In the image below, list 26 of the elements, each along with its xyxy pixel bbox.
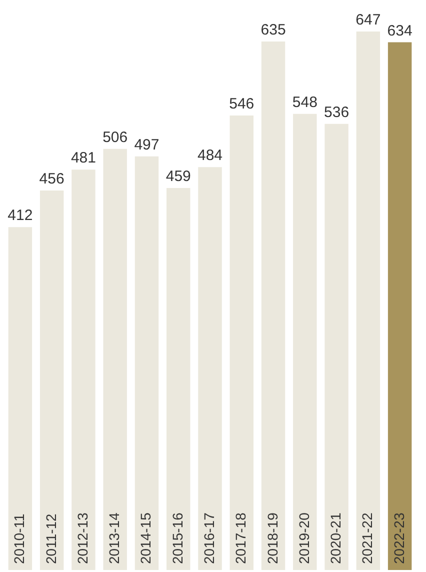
x-tick-label: 2020-21 [328, 512, 344, 564]
data-label: 412 [8, 207, 33, 224]
x-tick-label: 2017-18 [232, 512, 249, 564]
data-label: 546 [229, 96, 254, 113]
x-tick-label: 2010-11 [11, 513, 28, 564]
data-label: 456 [39, 170, 64, 188]
x-tick-label: 2014-15 [138, 512, 154, 564]
x-tick-label: 2022-23 [390, 512, 407, 564]
x-tick-label: 2015-16 [169, 512, 186, 564]
x-tick-label: 2019-20 [296, 512, 312, 564]
x-tick-label: 2011-12 [42, 513, 59, 564]
data-label: 484 [197, 147, 223, 164]
x-tick-label: 2013-14 [106, 512, 122, 564]
data-label: 481 [70, 150, 96, 167]
data-label: 459 [166, 168, 191, 185]
x-tick-label: 2016-17 [201, 512, 217, 564]
data-label: 647 [356, 11, 381, 28]
data-label: 497 [134, 136, 160, 154]
x-tick-label: 2012-13 [74, 512, 90, 564]
data-label: 635 [260, 21, 286, 38]
data-label: 634 [387, 22, 412, 40]
data-label: 548 [292, 94, 318, 111]
x-tick-label: 2018-19 [264, 512, 280, 564]
x-tick-label: 2021-22 [359, 512, 376, 564]
data-label: 536 [324, 104, 350, 121]
data-label: 506 [102, 128, 128, 146]
